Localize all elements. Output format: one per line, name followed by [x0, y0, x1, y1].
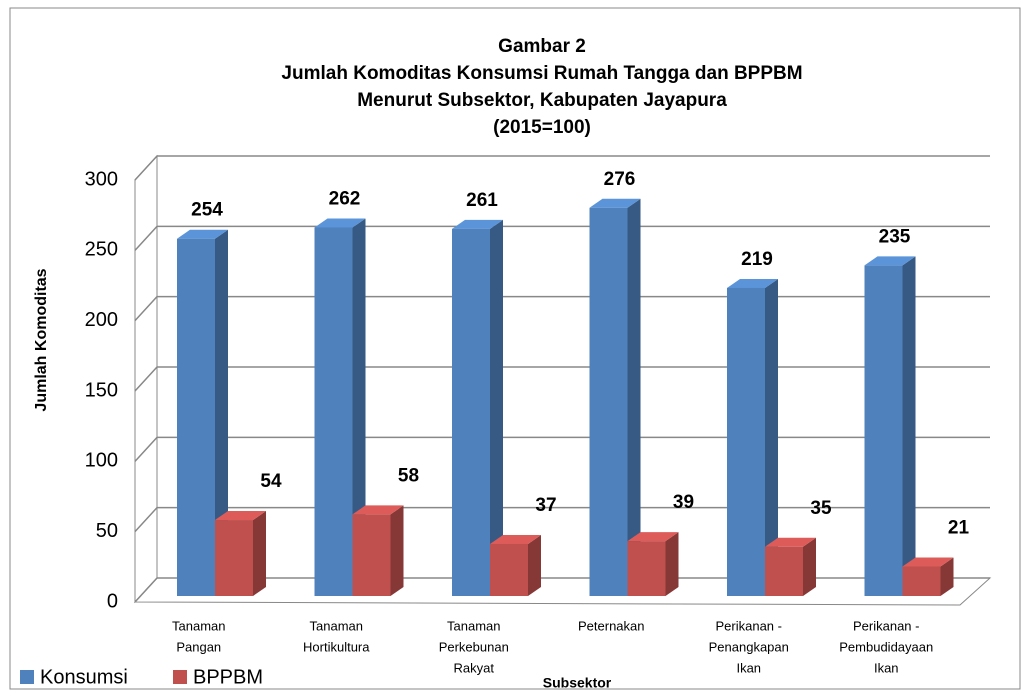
chart-title: Jumlah Komoditas Konsumsi Rumah Tangga d…: [281, 63, 802, 84]
x-tick-label: Perkebunan: [439, 639, 509, 654]
bar-side: [902, 256, 916, 596]
grid-line: [134, 577, 990, 603]
bar-top: [314, 218, 366, 228]
bar-side: [390, 505, 404, 596]
bar: [902, 566, 941, 596]
y-tick-label: 250: [85, 239, 118, 261]
y-tick-label: 100: [85, 450, 118, 472]
chart-title: Gambar 2: [498, 36, 586, 57]
bar-side: [253, 511, 266, 596]
x-tick-label: Peternakan: [578, 618, 645, 633]
bar-side: [803, 537, 816, 596]
y-tick-label: 0: [107, 590, 118, 612]
chart-title: Menurut Subsektor, Kabupaten Jayapura: [357, 90, 727, 111]
y-tick-label: 200: [85, 309, 118, 331]
x-tick-label: Ikan: [736, 660, 761, 675]
bar-top: [215, 511, 266, 521]
legend-label: BPPBM: [193, 666, 263, 688]
bar-side: [765, 278, 778, 596]
bar: [177, 238, 215, 596]
grid-line: [134, 436, 990, 462]
bar: [727, 287, 765, 596]
data-label: 37: [535, 495, 556, 516]
bar-side: [352, 218, 366, 596]
x-tick-label: Perikanan -: [853, 618, 919, 633]
bar: [589, 207, 628, 596]
data-label: 235: [879, 226, 911, 247]
grid-line: [134, 366, 990, 392]
x-tick-label: Hortikultura: [303, 639, 370, 654]
data-label: 58: [398, 465, 419, 486]
data-label: 261: [466, 190, 498, 211]
x-tick-label: Tanaman: [447, 618, 500, 633]
legend-swatch: [20, 670, 34, 684]
bar-top: [589, 198, 641, 208]
data-label: 254: [191, 200, 223, 221]
grid-line: [134, 225, 990, 251]
bar: [864, 265, 903, 596]
bar: [490, 543, 528, 596]
bar-side: [528, 534, 541, 596]
x-tick-label: Perikanan -: [716, 618, 782, 633]
bar-top: [902, 557, 954, 567]
data-label: 54: [260, 471, 282, 492]
x-tick-label: Tanaman: [310, 618, 363, 633]
grid-line: [134, 506, 990, 533]
data-label: 35: [810, 498, 832, 519]
x-tick-label: Tanaman: [172, 618, 225, 633]
bar-side: [940, 557, 954, 596]
x-tick-label: Pembudidayaan: [839, 639, 933, 654]
data-label: 276: [604, 169, 636, 190]
bar: [215, 520, 253, 596]
grid-line: [134, 295, 990, 322]
x-tick-label: Ikan: [874, 660, 899, 675]
y-tick-label: 300: [85, 168, 118, 190]
x-axis-title: Subsektor: [543, 675, 612, 691]
bar: [352, 514, 391, 596]
x-tick-label: Pangan: [176, 639, 221, 654]
bar: [452, 228, 490, 597]
x-tick-label: Penangkapan: [709, 639, 789, 654]
legend-swatch: [173, 670, 187, 684]
data-label: 219: [741, 249, 773, 270]
y-axis-title: Jumlah Komoditas: [33, 268, 50, 411]
data-label: 21: [948, 517, 970, 538]
bar-side: [665, 532, 679, 596]
legend-label: Konsumsi: [40, 666, 128, 688]
bar: [314, 227, 353, 596]
chart-title: (2015=100): [493, 117, 591, 138]
bar: [627, 541, 666, 596]
bar-top: [627, 532, 679, 542]
bar: [765, 546, 803, 596]
bar-top: [490, 534, 541, 544]
bar-top: [452, 219, 503, 229]
data-label: 39: [673, 492, 694, 513]
x-tick-label: Rakyat: [454, 660, 495, 675]
bar-top: [864, 256, 916, 266]
y-tick-label: 50: [96, 520, 118, 542]
data-label: 262: [329, 188, 361, 209]
bar-top: [765, 537, 816, 547]
bar-top: [177, 229, 228, 239]
y-tick-label: 150: [85, 379, 118, 401]
grid-line: [134, 155, 990, 181]
bar-side: [490, 219, 503, 597]
bar-top: [352, 505, 404, 515]
bar-side: [215, 229, 228, 596]
bar-top: [727, 278, 778, 288]
bar-side: [627, 198, 641, 596]
